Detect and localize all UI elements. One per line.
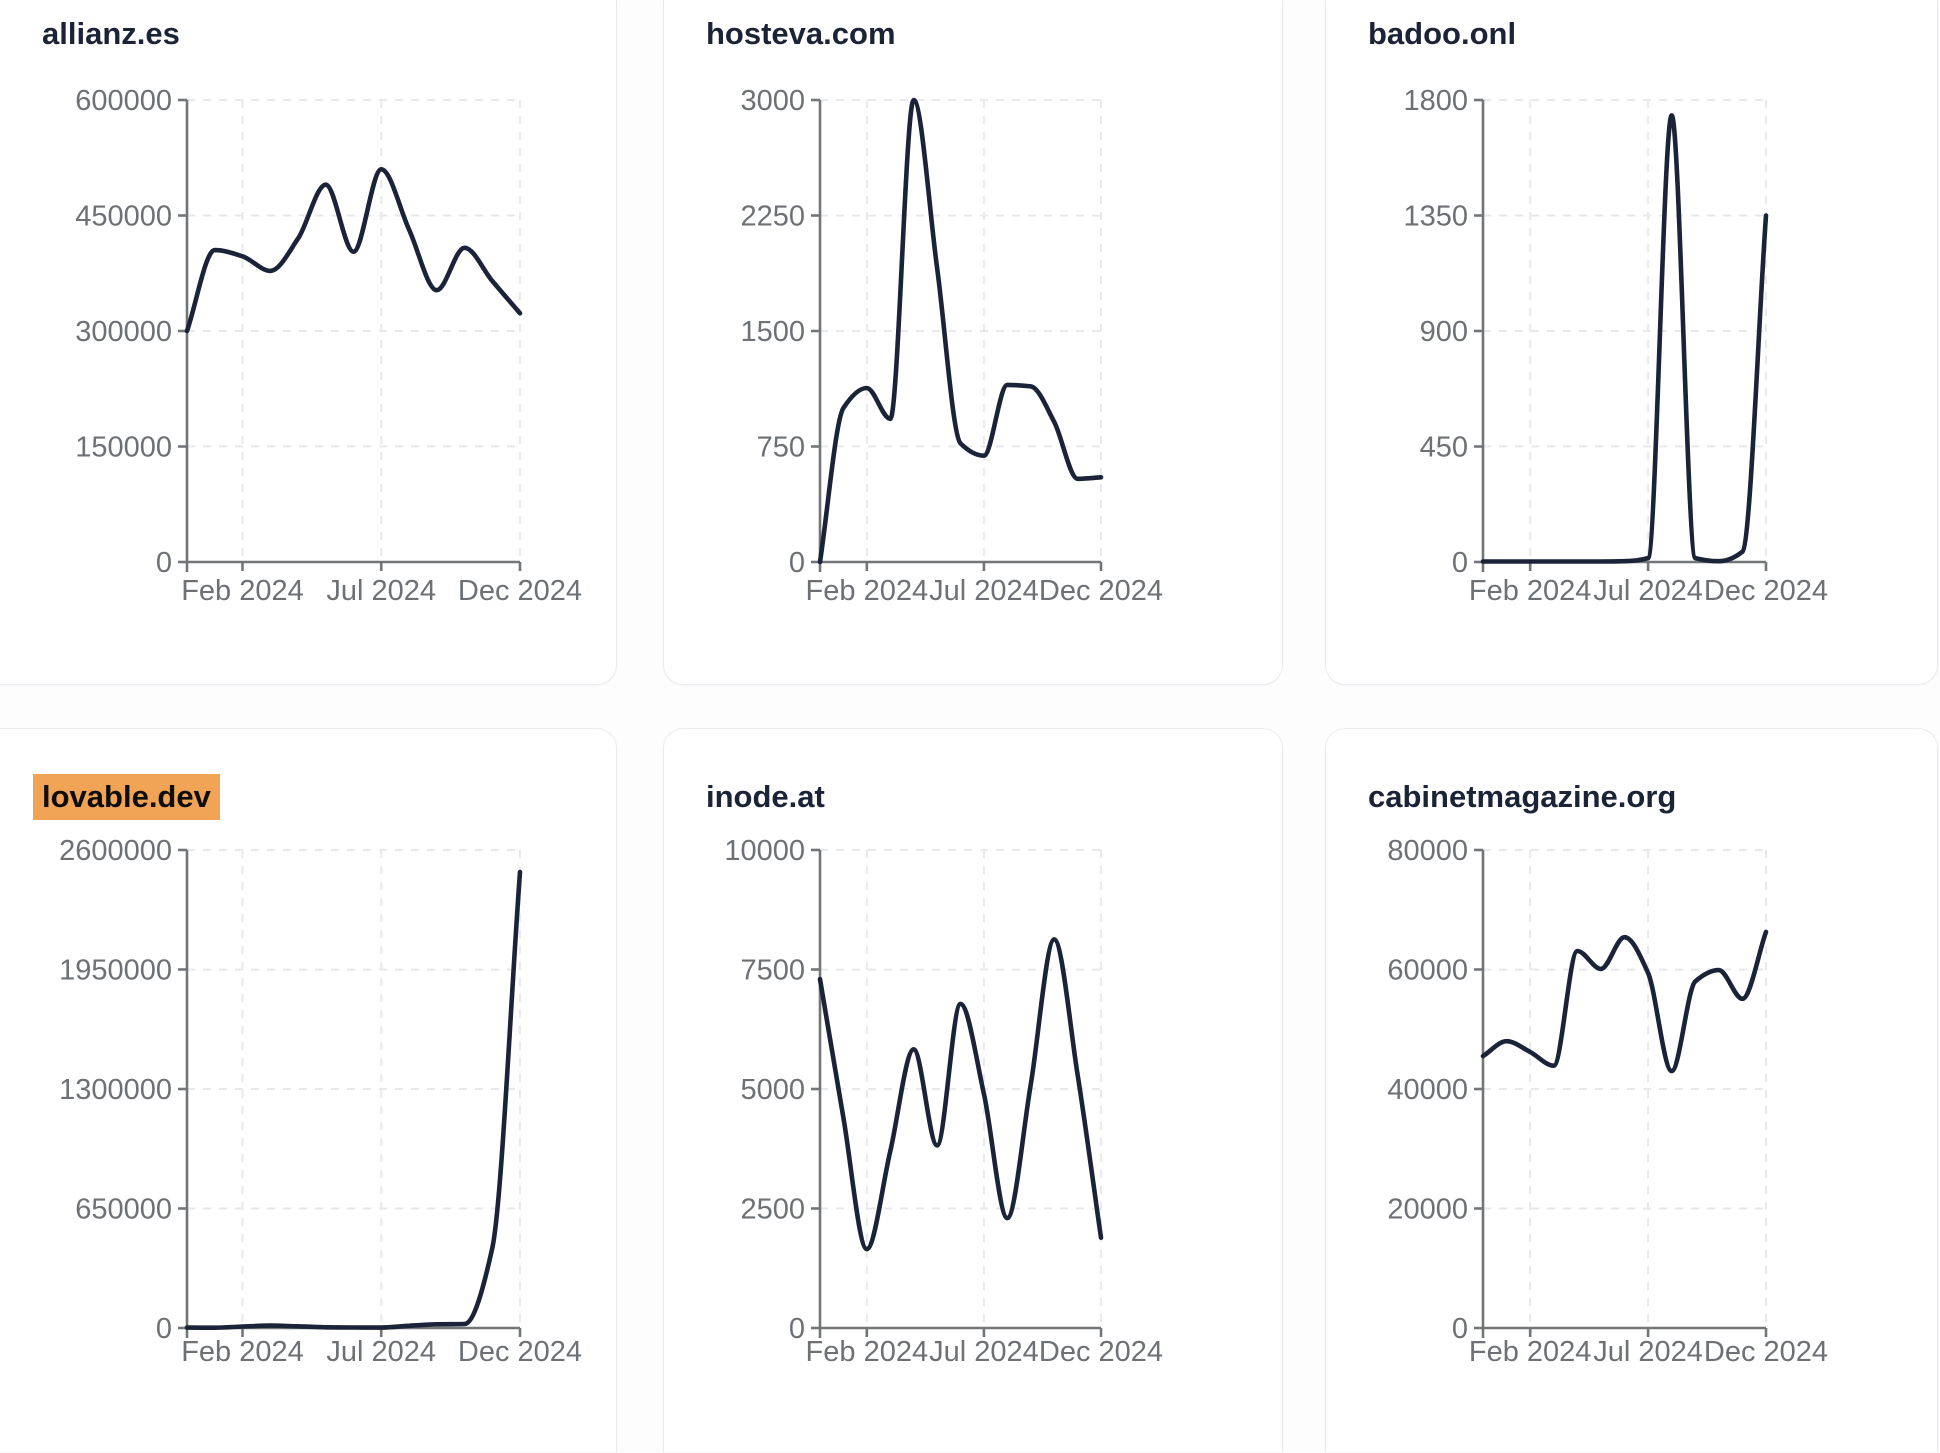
x-tick-label: Dec 2024 — [458, 1336, 582, 1368]
y-tick-label: 3000 — [740, 85, 805, 117]
domain-title-text[interactable]: badoo.onl — [1368, 16, 1517, 51]
domain-title-text[interactable]: lovable.dev — [33, 774, 220, 820]
trend-line — [817, 97, 1104, 565]
x-tick-label: Jul 2024 — [1593, 1336, 1703, 1368]
y-tick-label: 150000 — [75, 432, 172, 464]
y-tick-label: 450 — [1420, 432, 1468, 464]
y-tick-label: 0 — [789, 1313, 805, 1345]
y-tick-label: 450000 — [75, 201, 172, 233]
x-tick-label: Dec 2024 — [1039, 575, 1163, 607]
y-tick-label: 0 — [156, 547, 172, 579]
x-tick-label: Feb 2024 — [1469, 1336, 1592, 1368]
y-tick-label: 5000 — [740, 1074, 805, 1106]
y-tick-label: 300000 — [75, 316, 172, 348]
trend-chart-svg: 0 150000 300000 450000 600000 Feb 2024 Jul 202… — [75, 85, 582, 607]
y-tick-label: 1800 — [1403, 85, 1468, 117]
chart-card: hosteva.com 0 750 1500 2250 3000 Feb 2024 Jul … — [663, 0, 1283, 685]
y-tick-label: 0 — [156, 1313, 172, 1345]
chart-title: lovable.dev — [33, 774, 220, 820]
x-tick-label: Dec 2024 — [1704, 575, 1828, 607]
x-tick-label: Feb 2024 — [806, 1336, 929, 1368]
trend-line — [1480, 929, 1769, 1074]
x-tick-label: Jul 2024 — [1593, 575, 1703, 607]
chart-card: badoo.onl 0 450 900 1350 1800 Feb 2024 Jul 202… — [1325, 0, 1938, 685]
trend-chart-svg: 0 20000 40000 60000 80000 Feb 2024 Jul 2024 Dec… — [1387, 835, 1828, 1368]
y-tick-label: 1300000 — [59, 1074, 172, 1106]
x-tick-label: Feb 2024 — [806, 575, 929, 607]
chart-card: lovable.dev 0 650000 1300000 1950000 2600000… — [0, 728, 617, 1452]
y-tick-label: 0 — [1452, 1313, 1468, 1345]
trend-chart-svg: 0 450 900 1350 1800 Feb 2024 Jul 2024 Dec 2024 — [1403, 85, 1828, 607]
trend-chart-svg: 0 750 1500 2250 3000 Feb 2024 Jul 2024 Dec 2024 — [740, 85, 1163, 607]
y-tick-label: 650000 — [75, 1194, 172, 1226]
x-tick-label: Feb 2024 — [181, 1336, 304, 1368]
y-tick-label: 60000 — [1387, 955, 1468, 987]
chart-card: cabinetmagazine.org 0 20000 40000 60000 8000… — [1325, 728, 1938, 1452]
domain-title-text[interactable]: allianz.es — [42, 16, 180, 51]
x-tick-label: Jul 2024 — [326, 1336, 436, 1368]
y-tick-label: 0 — [789, 547, 805, 579]
x-tick-label: Dec 2024 — [458, 575, 582, 607]
y-tick-label: 7500 — [740, 955, 805, 987]
x-tick-label: Feb 2024 — [181, 575, 304, 607]
chart-title: hosteva.com — [706, 16, 896, 52]
y-tick-label: 1350 — [1403, 201, 1468, 233]
x-tick-label: Jul 2024 — [326, 575, 436, 607]
domain-title-text[interactable]: inode.at — [706, 779, 825, 814]
chart-title: cabinetmagazine.org — [1368, 779, 1676, 815]
trend-chart-svg: 0 650000 1300000 1950000 2600000 Feb 2024 Jul … — [59, 835, 582, 1368]
domain-title-text[interactable]: hosteva.com — [706, 16, 896, 51]
x-tick-label: Jul 2024 — [929, 575, 1039, 607]
y-tick-label: 10000 — [724, 835, 805, 867]
trend-chart-svg: 0 2500 5000 7500 10000 Feb 2024 Jul 2024 Dec 20… — [724, 835, 1163, 1368]
x-tick-label: Dec 2024 — [1039, 1336, 1163, 1368]
y-tick-label: 80000 — [1387, 835, 1468, 867]
y-tick-label: 750 — [757, 432, 805, 464]
chart-card: inode.at 0 2500 5000 7500 10000 Feb 2024 Jul 2… — [663, 728, 1283, 1452]
x-tick-label: Jul 2024 — [929, 1336, 1039, 1368]
y-tick-label: 0 — [1452, 547, 1468, 579]
domain-title-text[interactable]: cabinetmagazine.org — [1368, 779, 1677, 814]
chart-title: allianz.es — [42, 16, 180, 52]
y-tick-label: 900 — [1420, 316, 1468, 348]
x-tick-label: Dec 2024 — [1704, 1336, 1828, 1368]
y-tick-label: 2500 — [740, 1194, 805, 1226]
y-tick-label: 600000 — [75, 85, 172, 117]
y-tick-label: 40000 — [1387, 1074, 1468, 1106]
trend-line — [184, 167, 523, 334]
y-tick-label: 20000 — [1387, 1194, 1468, 1226]
y-tick-label: 1950000 — [59, 955, 172, 987]
y-tick-label: 1500 — [740, 316, 805, 348]
y-tick-label: 2600000 — [59, 835, 172, 867]
x-tick-label: Feb 2024 — [1469, 575, 1592, 607]
trend-line — [184, 869, 523, 1330]
chart-title: inode.at — [706, 779, 825, 815]
chart-title: badoo.onl — [1368, 16, 1516, 52]
trend-line — [817, 937, 1104, 1252]
trend-line — [1480, 113, 1769, 564]
chart-card: allianz.es 0 150000 300000 450000 600000 Feb … — [0, 0, 617, 685]
y-tick-label: 2250 — [740, 201, 805, 233]
